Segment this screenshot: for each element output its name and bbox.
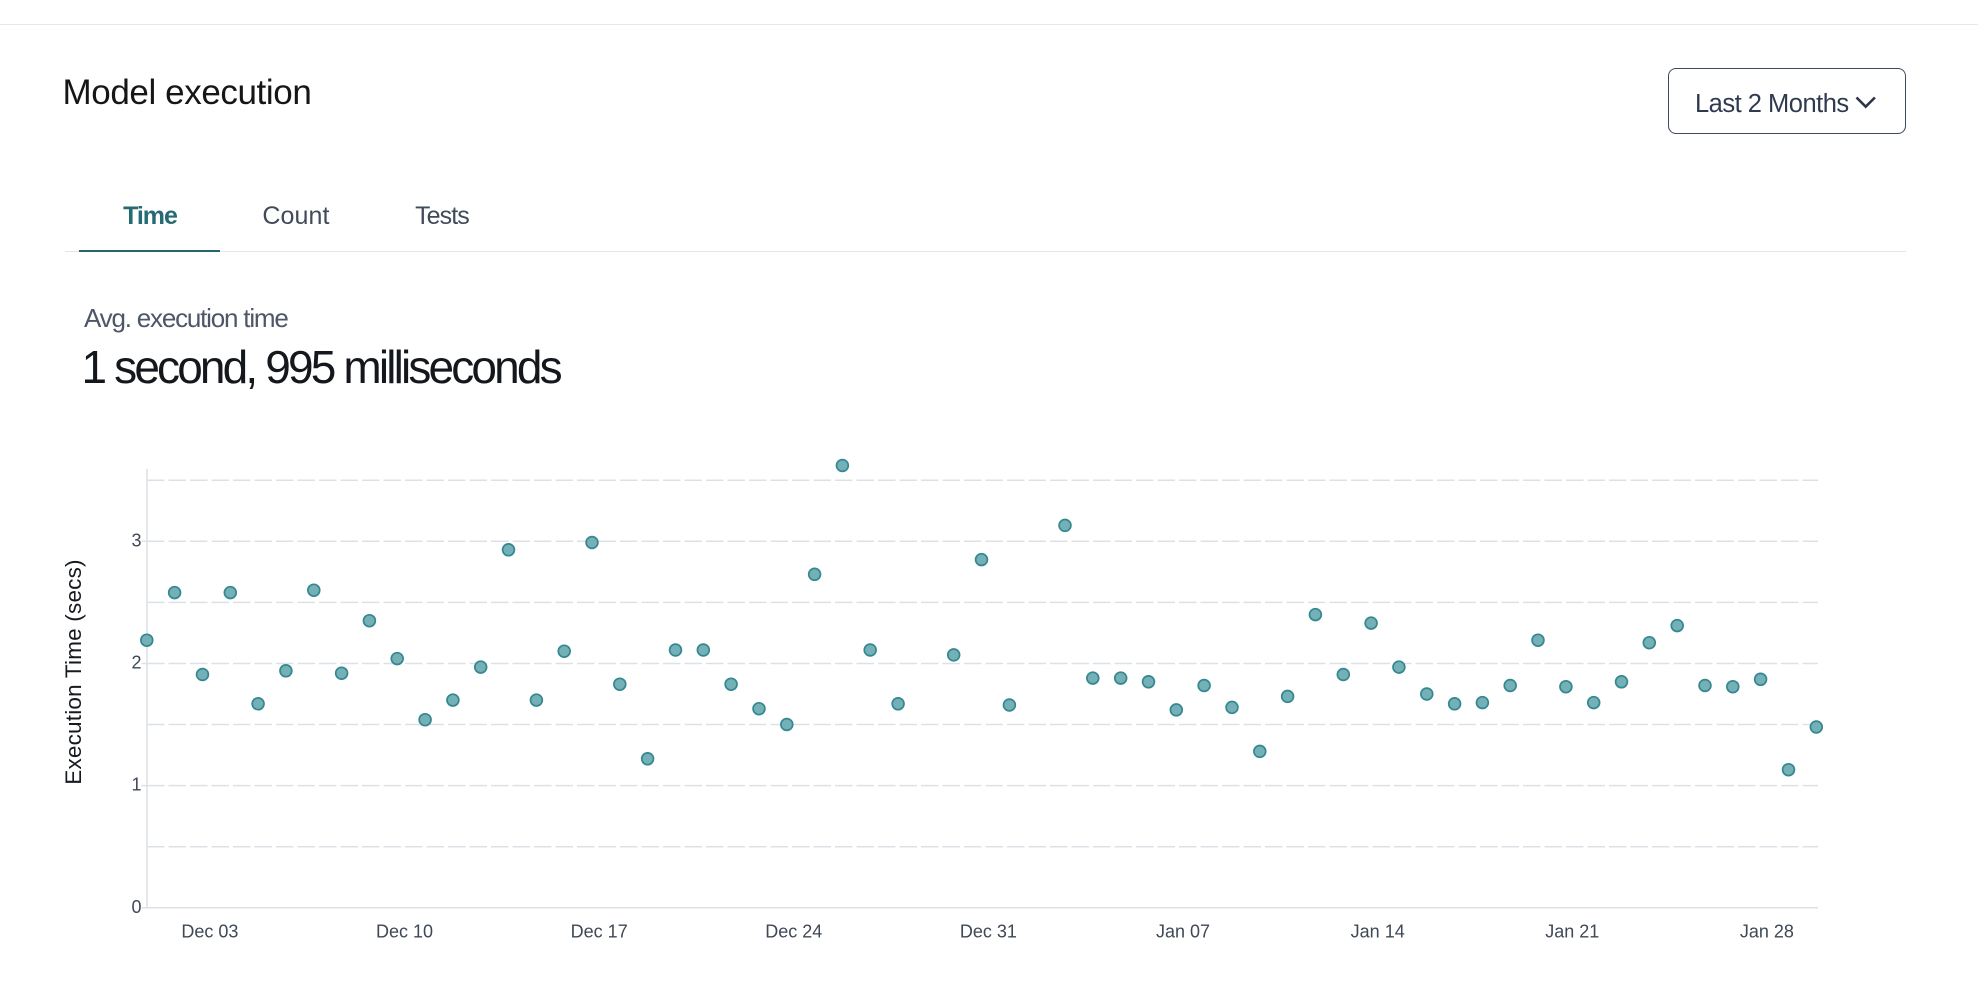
svg-text:3: 3 [131,530,141,550]
svg-text:Dec 31: Dec 31 [960,921,1017,941]
svg-text:2: 2 [131,653,141,673]
svg-text:Dec 10: Dec 10 [376,921,433,941]
svg-text:Jan 28: Jan 28 [1740,921,1794,941]
svg-text:Jan 21: Jan 21 [1545,921,1599,941]
svg-text:Jan 07: Jan 07 [1156,921,1210,941]
svg-text:Dec 03: Dec 03 [181,921,238,941]
svg-text:Jan 14: Jan 14 [1351,921,1405,941]
svg-text:Dec 24: Dec 24 [765,921,822,941]
svg-text:Execution Time (secs): Execution Time (secs) [61,559,86,785]
svg-text:Dec 17: Dec 17 [571,921,628,941]
svg-text:1: 1 [131,775,141,795]
svg-text:0: 0 [131,897,141,917]
